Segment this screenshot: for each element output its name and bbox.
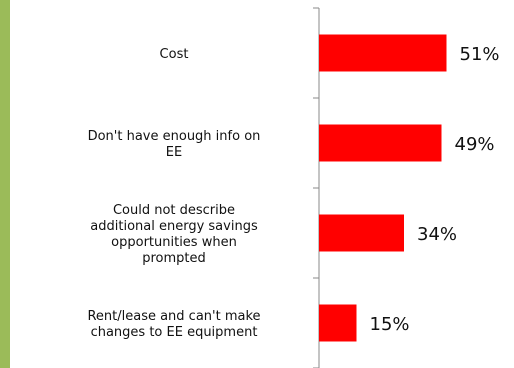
data-label: 49% [455,134,495,155]
category-label-line: Don't have enough info on [88,129,261,144]
category-label: Rent/lease and can't make changes to EE e… [87,309,260,340]
category-label: Don't have enough info on EE [88,129,261,160]
category-label-line: Rent/lease and can't make [87,309,260,324]
category-label-line: opportunities when [111,235,237,250]
category-label-line: additional energy savings [90,219,258,234]
green-left-border [0,0,10,368]
category-label-line: Cost [160,47,189,62]
axis-ticks [313,7,319,368]
data-label: 34% [417,224,457,245]
bar [319,124,442,162]
bar [319,34,447,72]
category-label-line: changes to EE equipment [91,325,258,340]
category-labels: Cost Don't have enough info on EE Could not… [87,47,260,340]
value-labels: 51% 49% 34% 15% [370,44,500,335]
category-label: Could not describe additional energy savi… [90,203,258,266]
category-label-line: EE [166,145,182,160]
bar [319,304,357,342]
category-label: Cost [160,47,189,62]
data-label: 51% [460,44,500,65]
bars-group [319,34,447,342]
category-label-line: prompted [142,251,206,266]
category-label-line: Could not describe [113,203,235,218]
bar [319,214,404,252]
data-label: 15% [370,314,410,335]
